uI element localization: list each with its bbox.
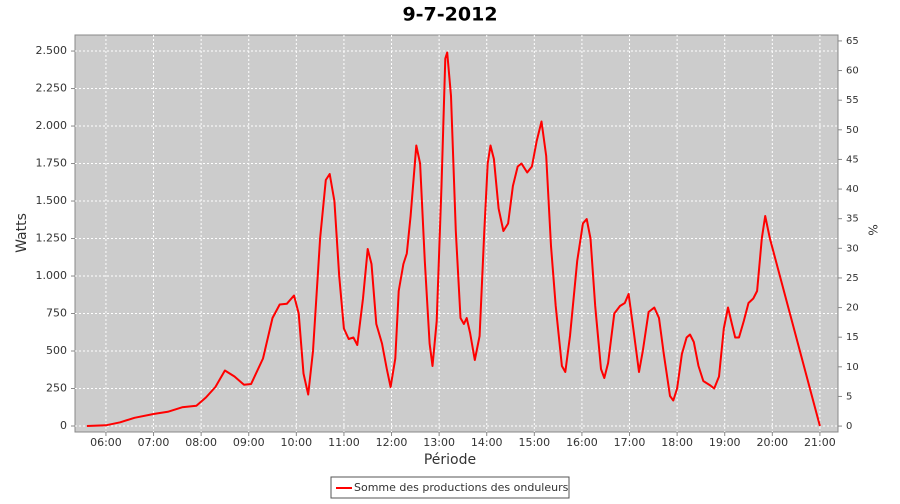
y-tick-label: 500: [46, 344, 67, 357]
y2-tick-label: 15: [846, 332, 859, 343]
x-tick-label: 06:00: [90, 436, 122, 449]
x-tick-label: 10:00: [280, 436, 312, 449]
x-tick-label: 11:00: [328, 436, 360, 449]
x-tick-label: 15:00: [518, 436, 550, 449]
x-axis-label: Période: [424, 452, 476, 468]
x-tick-label: 20:00: [756, 436, 788, 449]
y-axis-label: Watts: [14, 213, 30, 253]
y2-tick-label: 35: [846, 214, 859, 225]
y-tick-label: 2.000: [36, 119, 68, 132]
x-tick-label: 17:00: [614, 436, 646, 449]
y-tick-label: 1.500: [36, 194, 68, 207]
x-tick-label: 21:00: [804, 436, 836, 449]
y2-tick-label: 0: [846, 421, 852, 432]
legend: [330, 476, 570, 499]
x-tick-label: 12:00: [376, 436, 408, 449]
y2-tick-label: 45: [846, 154, 859, 165]
y2-tick-label: 65: [846, 36, 859, 47]
x-tick-label: 16:00: [566, 436, 598, 449]
x-tick-label: 08:00: [185, 436, 217, 449]
y-tick-label: 2.500: [36, 44, 68, 57]
y-tick-label: 2.250: [36, 82, 68, 95]
y-tick-label: 0: [60, 419, 67, 432]
y-tick-label: 750: [46, 307, 67, 320]
x-tick-label: 18:00: [661, 436, 693, 449]
x-tick-label: 09:00: [233, 436, 265, 449]
y2-tick-label: 10: [846, 362, 859, 373]
x-tick-label: 14:00: [471, 436, 503, 449]
y2-tick-label: 30: [846, 243, 859, 254]
y2-tick-label: 20: [846, 303, 859, 314]
legend-label: Somme des productions des onduleurs: [354, 481, 569, 494]
y-tick-label: 1.000: [36, 269, 68, 282]
data-line: [86, 51, 821, 427]
chart-title: 9-7-2012: [402, 4, 497, 26]
y2-axis-label: %: [866, 224, 880, 235]
x-tick-label: 07:00: [138, 436, 170, 449]
y2-tick-label: 5: [846, 391, 852, 402]
y2-tick-label: 60: [846, 66, 859, 77]
y2-tick-label: 40: [846, 184, 859, 195]
y-tick-label: 250: [46, 382, 67, 395]
y2-tick-label: 25: [846, 273, 859, 284]
y-tick-label: 1.750: [36, 157, 68, 170]
y-tick-label: 1.250: [36, 232, 68, 245]
x-tick-label: 19:00: [709, 436, 741, 449]
y2-tick-label: 50: [846, 125, 859, 136]
x-tick-label: 13:00: [423, 436, 455, 449]
y2-tick-label: 55: [846, 95, 859, 106]
